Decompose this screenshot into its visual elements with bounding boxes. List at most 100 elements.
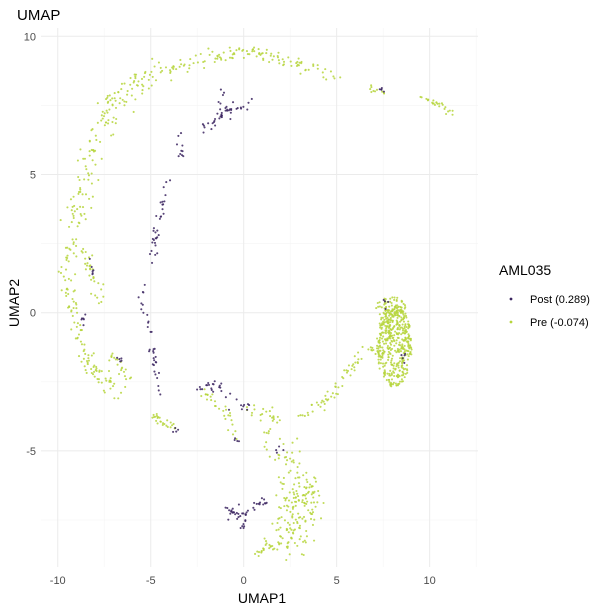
data-point	[438, 102, 441, 105]
data-point	[324, 68, 327, 71]
legend-label-pre: Pre (-0.074)	[530, 317, 589, 329]
data-point	[147, 87, 150, 90]
data-point	[253, 50, 256, 53]
data-point	[389, 317, 392, 320]
data-point	[229, 512, 232, 515]
data-point	[189, 58, 192, 61]
data-point	[313, 539, 316, 542]
data-point	[260, 550, 263, 553]
data-point	[296, 544, 299, 547]
data-point	[380, 306, 383, 309]
data-point	[401, 371, 404, 374]
data-point	[309, 483, 312, 486]
data-point	[242, 105, 245, 108]
data-point	[246, 408, 249, 411]
data-point	[151, 75, 154, 78]
data-point	[231, 433, 235, 436]
data-point	[165, 181, 168, 184]
data-point	[378, 88, 381, 91]
data-point	[285, 496, 288, 499]
data-point	[231, 423, 234, 426]
data-point	[382, 365, 385, 368]
data-point	[72, 216, 75, 220]
data-point	[379, 346, 382, 349]
data-point	[88, 274, 91, 277]
data-point	[66, 254, 69, 257]
data-point	[256, 550, 259, 553]
data-point	[431, 101, 434, 104]
data-point	[228, 411, 232, 415]
data-point	[224, 417, 227, 421]
data-point	[387, 331, 390, 334]
data-point	[224, 405, 227, 408]
data-point	[448, 109, 451, 112]
data-point	[113, 97, 116, 100]
data-point	[286, 451, 289, 454]
data-point	[141, 89, 144, 92]
data-point	[278, 445, 281, 448]
data-point	[287, 499, 291, 502]
data-point	[354, 361, 357, 364]
data-point	[397, 361, 400, 364]
data-point	[400, 354, 403, 357]
data-point	[118, 358, 121, 361]
data-point	[84, 193, 88, 196]
data-point	[288, 491, 291, 494]
data-point	[100, 119, 103, 122]
data-point	[227, 414, 230, 417]
data-point	[169, 421, 172, 424]
data-point	[305, 492, 308, 496]
data-point	[253, 501, 256, 504]
data-point	[408, 352, 411, 356]
data-point	[289, 527, 292, 530]
data-point	[404, 312, 407, 315]
data-point	[163, 200, 166, 203]
data-point	[236, 517, 239, 520]
data-point	[90, 367, 93, 371]
data-point	[288, 523, 291, 526]
data-point	[277, 476, 280, 479]
data-point	[121, 98, 124, 101]
data-point	[307, 414, 310, 417]
data-point	[286, 546, 289, 549]
data-point	[83, 365, 86, 368]
data-point	[298, 450, 301, 453]
legend-item-post: Post (0.289)	[509, 294, 590, 306]
data-point	[123, 100, 126, 103]
data-point	[297, 57, 300, 60]
data-point	[316, 64, 319, 67]
data-point	[261, 413, 264, 416]
data-point	[337, 386, 340, 389]
data-point	[295, 62, 298, 65]
data-point	[129, 76, 132, 80]
data-point	[79, 148, 82, 151]
data-point	[231, 57, 234, 60]
data-point	[159, 393, 162, 396]
data-point	[398, 324, 401, 327]
data-point	[401, 343, 404, 346]
legend-item-pre: Pre (-0.074)	[509, 317, 589, 329]
data-point	[269, 545, 272, 548]
data-point	[114, 358, 117, 361]
data-point	[292, 461, 295, 464]
data-point	[210, 387, 213, 390]
data-point	[124, 368, 127, 371]
data-point	[370, 90, 373, 94]
data-point	[263, 537, 266, 540]
data-point	[153, 370, 156, 373]
data-point	[334, 385, 337, 388]
data-point	[75, 244, 78, 247]
data-point	[207, 47, 210, 50]
data-point	[95, 365, 98, 368]
data-point	[360, 357, 363, 360]
data-point	[159, 66, 162, 69]
data-point	[253, 404, 256, 407]
data-point	[262, 503, 265, 506]
data-point	[391, 340, 394, 343]
data-point	[384, 342, 388, 345]
data-point	[403, 376, 406, 379]
data-point	[84, 250, 87, 254]
data-point	[220, 111, 223, 115]
data-point	[315, 401, 318, 404]
data-point	[403, 332, 406, 335]
